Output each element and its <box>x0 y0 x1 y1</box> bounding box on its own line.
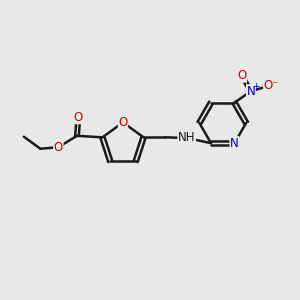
Text: N: N <box>247 85 255 98</box>
Text: O: O <box>118 116 127 129</box>
Text: O: O <box>237 69 247 82</box>
Text: NH: NH <box>178 131 196 144</box>
Text: O: O <box>74 111 83 124</box>
Text: O⁻: O⁻ <box>264 80 279 92</box>
Text: +: + <box>252 82 260 91</box>
Text: O: O <box>54 141 63 154</box>
Text: N: N <box>230 137 239 150</box>
